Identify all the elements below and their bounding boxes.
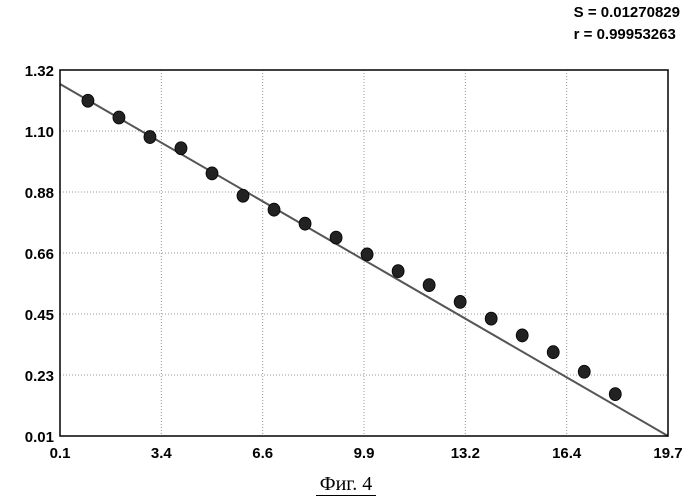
data-point [268,203,280,216]
scatter-chart: 0.1 3.4 6.6 9.9 13.2 16.4 19.7 0.01 0.23 0.45 0.6… [0,0,692,470]
data-point [82,94,94,107]
data-point [361,248,373,261]
data-point [113,111,125,124]
x-tick-label: 19.7 [653,445,682,462]
data-point [330,231,342,244]
figure-caption-wrapper: Фиг. 4 [0,472,692,496]
y-tick-label: 1.32 [25,63,54,80]
x-tick-label: 13.2 [451,445,480,462]
x-tick-label: 16.4 [552,445,582,462]
y-tick-label: 0.45 [25,307,54,324]
x-tick-label: 9.9 [354,445,375,462]
data-point [423,279,435,292]
x-tick-label: 0.1 [50,445,71,462]
s-statistic: S = 0.01270829 [574,2,680,24]
r-statistic: r = 0.99953263 [574,24,680,46]
fit-statistics: S = 0.01270829 r = 0.99953263 [574,2,680,46]
data-point [516,329,528,342]
y-tick-label: 0.88 [25,185,54,202]
x-tick-label: 6.6 [252,445,273,462]
x-tick-label: 3.4 [151,445,173,462]
y-tick-label: 0.66 [25,246,54,263]
data-point [299,217,311,230]
data-point [206,167,218,180]
y-tick-label: 0.23 [25,368,54,385]
data-point [609,388,621,401]
data-point [144,131,156,144]
figure-caption: Фиг. 4 [316,473,376,496]
data-point [392,265,404,278]
data-point [547,346,559,359]
x-tick-labels: 0.1 3.4 6.6 9.9 13.2 16.4 19.7 [50,445,683,462]
y-tick-label: 1.10 [25,124,54,141]
data-point [485,312,497,325]
y-tick-labels: 0.01 0.23 0.45 0.66 0.88 1.10 1.32 [25,63,54,446]
data-point [578,365,590,378]
data-point [175,142,187,155]
data-points [82,94,621,400]
y-tick-label: 0.01 [25,429,54,446]
data-point [454,295,466,308]
data-point [237,189,249,202]
